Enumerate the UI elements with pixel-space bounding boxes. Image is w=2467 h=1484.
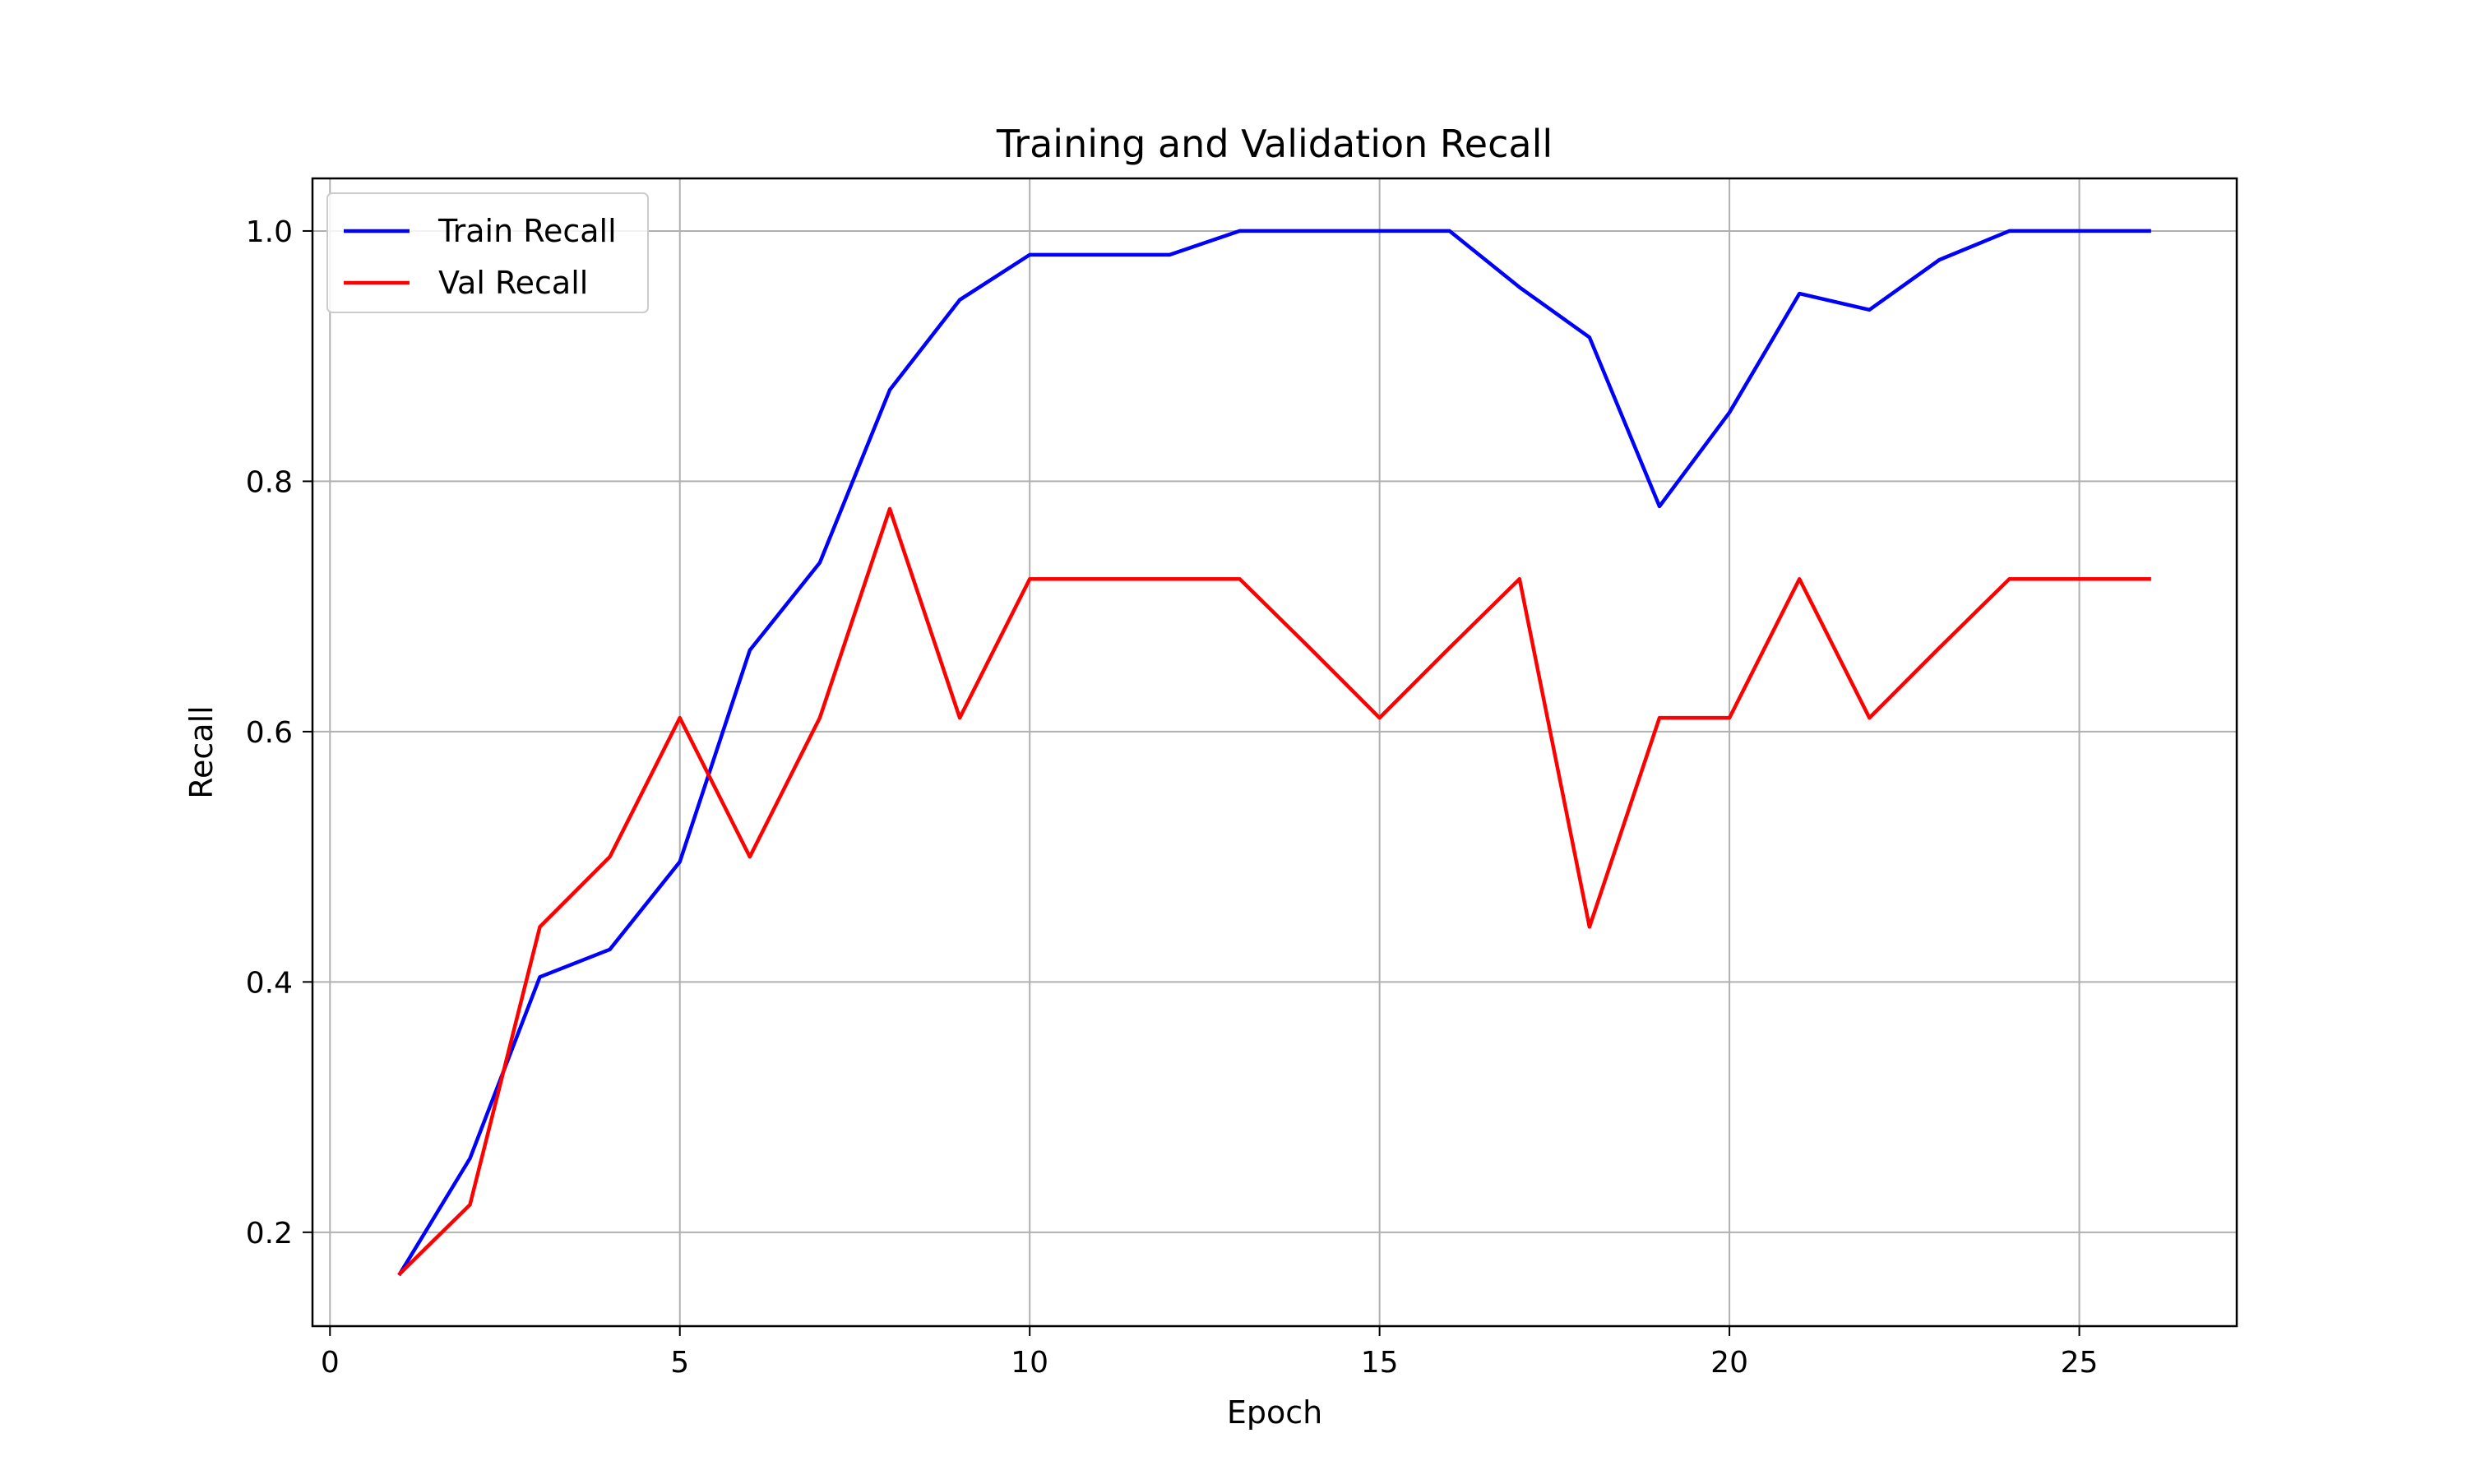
series-line-val-recall xyxy=(397,506,2151,1277)
tick-layer: 0 5 10 15 20 25 0.2 0.4 0.6 0.8 1.0 xyxy=(246,215,2099,1380)
y-tick-label: 0.6 xyxy=(246,716,293,750)
x-tick-label: 15 xyxy=(1361,1346,1399,1380)
y-tick-label: 0.4 xyxy=(246,966,293,1000)
x-tick-label: 20 xyxy=(1710,1346,1748,1380)
chart-title: Training and Validation Recall xyxy=(996,122,1553,166)
x-axis-label: Epoch xyxy=(1227,1394,1322,1431)
plot-frame xyxy=(311,177,2238,1328)
x-tick-label: 25 xyxy=(2061,1346,2099,1380)
x-tick-label: 0 xyxy=(321,1346,340,1380)
legend: Train Recall Val Recall xyxy=(326,192,649,313)
legend-label: Val Recall xyxy=(438,265,588,301)
x-tick-label: 10 xyxy=(1011,1346,1048,1380)
y-tick-label: 0.8 xyxy=(246,465,293,499)
series-line-train-recall xyxy=(397,229,2151,1277)
x-tick-label: 5 xyxy=(670,1346,689,1380)
legend-label: Train Recall xyxy=(437,213,617,249)
y-axis-label: Recall xyxy=(183,705,220,798)
y-tick-label: 1.0 xyxy=(246,215,293,249)
series-layer xyxy=(397,229,2151,1277)
y-tick-label: 0.2 xyxy=(246,1217,293,1251)
